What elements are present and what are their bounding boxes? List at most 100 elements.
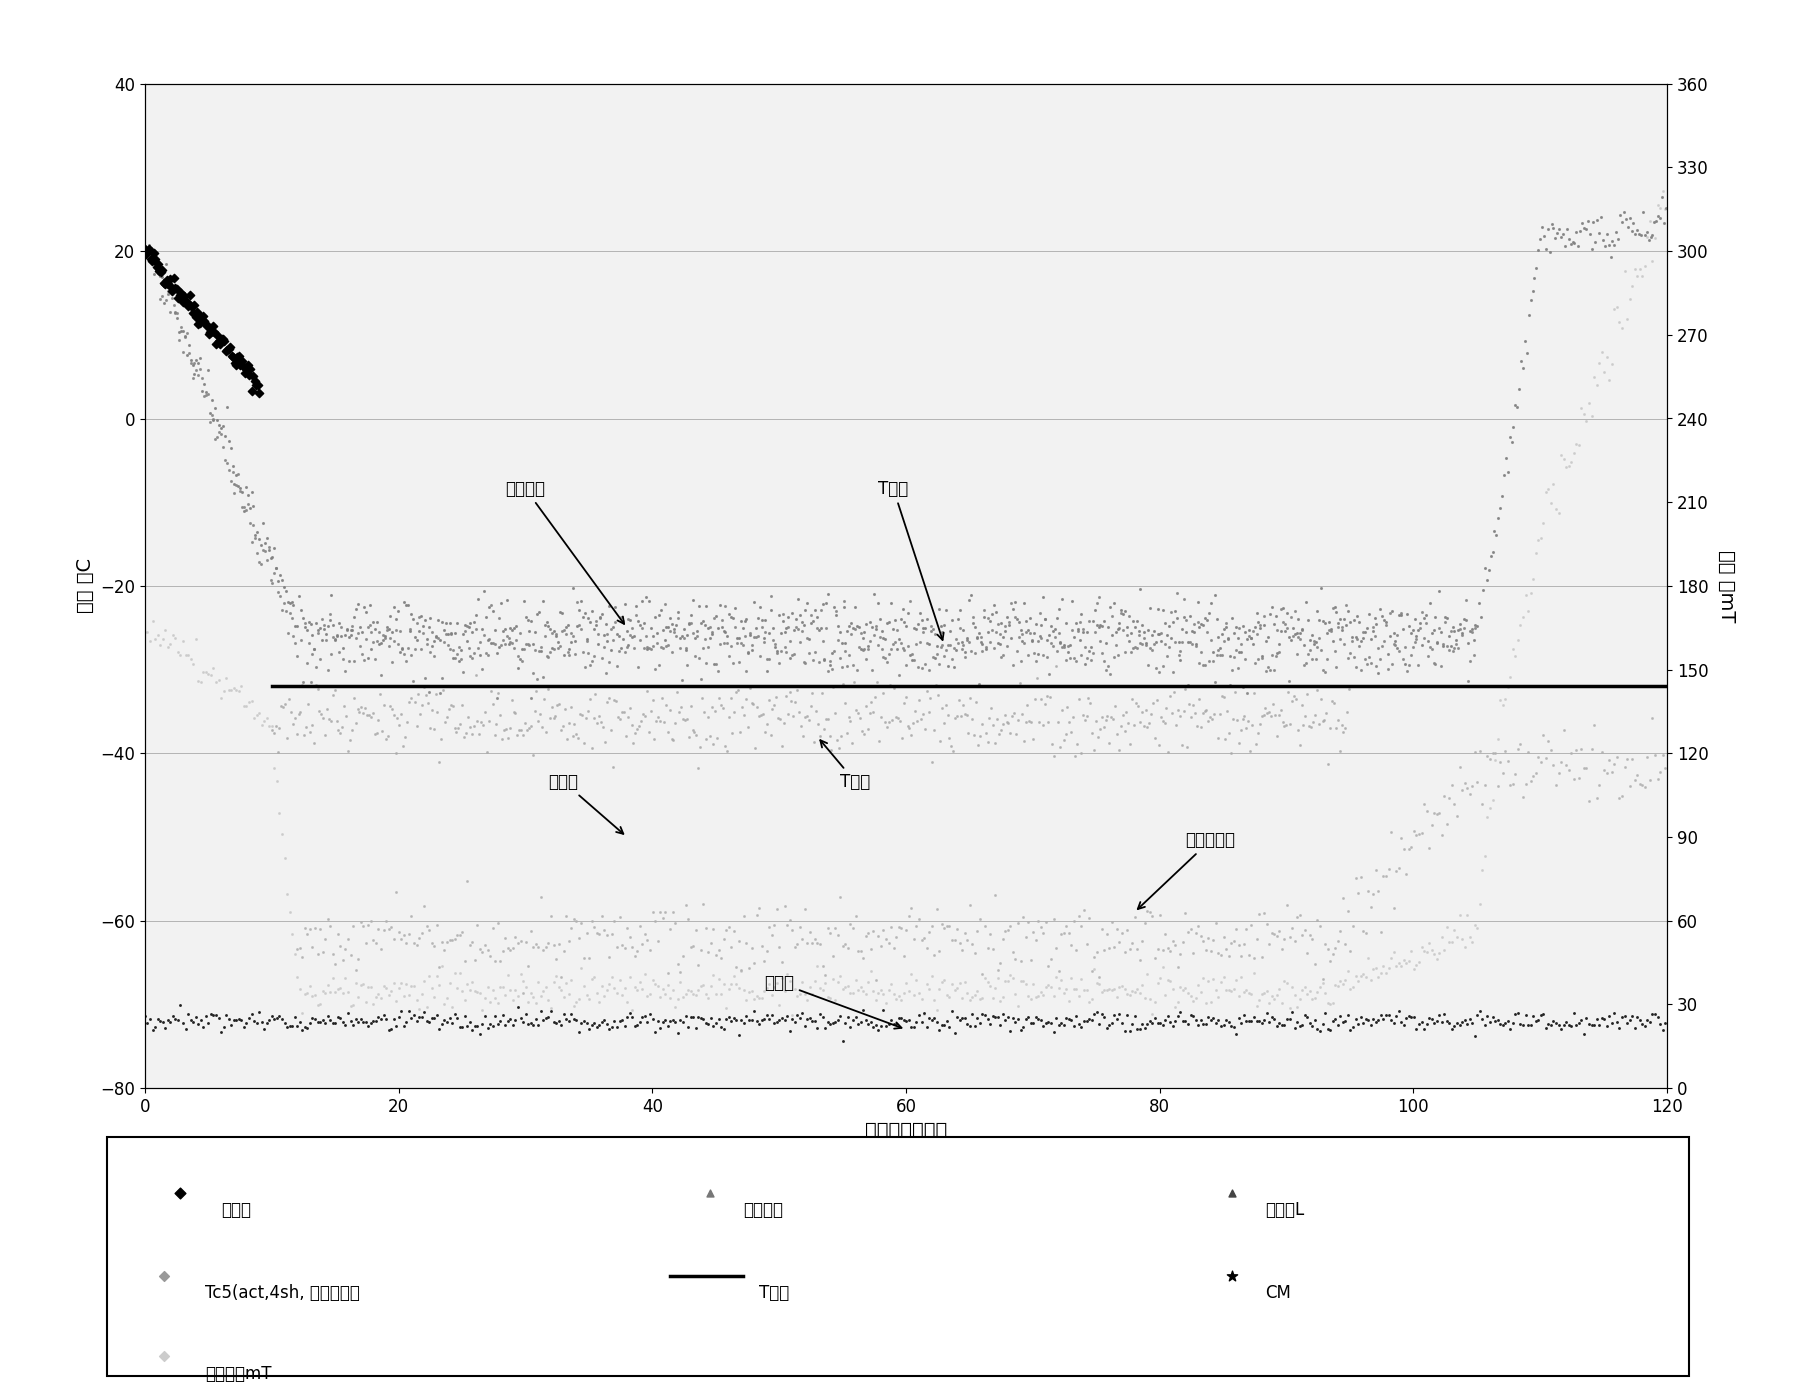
Point xyxy=(467,657,496,679)
Point xyxy=(1549,448,1578,470)
Point xyxy=(585,704,614,727)
Point xyxy=(678,718,707,741)
Point xyxy=(513,1013,542,1035)
Point xyxy=(632,1010,661,1032)
Point xyxy=(1156,601,1185,624)
Point xyxy=(866,706,895,728)
Point xyxy=(1404,654,1433,677)
Point xyxy=(1044,960,1073,982)
Point xyxy=(486,591,515,614)
Point xyxy=(149,272,178,294)
Point xyxy=(783,933,812,956)
Point xyxy=(540,619,569,642)
Point xyxy=(1459,629,1488,651)
Point xyxy=(415,615,444,638)
Point xyxy=(303,1011,332,1034)
Point xyxy=(467,710,496,732)
Point xyxy=(1026,625,1055,647)
Point xyxy=(821,702,850,724)
Point xyxy=(1459,1011,1488,1034)
Point xyxy=(725,626,754,649)
Point xyxy=(188,1016,217,1038)
Point xyxy=(971,638,1000,660)
Point xyxy=(616,610,645,632)
Point xyxy=(872,928,901,950)
Point xyxy=(859,979,888,1002)
Point xyxy=(562,1009,591,1031)
Point xyxy=(1547,444,1576,466)
Point xyxy=(1647,186,1676,208)
Point xyxy=(261,716,290,738)
Point xyxy=(545,601,574,624)
Point xyxy=(1480,1010,1509,1032)
Point xyxy=(1180,614,1209,636)
Point xyxy=(1120,617,1149,639)
Point xyxy=(1111,940,1140,963)
Point xyxy=(1290,704,1319,727)
Point xyxy=(422,1004,451,1027)
Point xyxy=(502,628,531,650)
Point xyxy=(172,345,201,367)
Point xyxy=(1129,621,1158,643)
Point xyxy=(823,615,852,638)
Point xyxy=(721,617,750,639)
Point xyxy=(977,619,1006,642)
Point xyxy=(890,639,919,661)
Point xyxy=(699,1016,728,1038)
Point xyxy=(132,1011,161,1034)
Point xyxy=(506,622,535,644)
Point xyxy=(783,618,812,640)
Point xyxy=(1529,1003,1558,1025)
Point xyxy=(145,259,174,282)
Point xyxy=(1167,734,1196,756)
Point xyxy=(627,590,656,612)
Point xyxy=(263,770,292,792)
Point xyxy=(1038,732,1067,755)
Point xyxy=(440,647,469,670)
Point xyxy=(1645,197,1674,219)
Point xyxy=(208,435,237,458)
Point xyxy=(660,618,689,640)
Point xyxy=(823,728,852,751)
Point xyxy=(1267,699,1296,721)
Point xyxy=(848,999,877,1021)
Point xyxy=(1056,635,1085,657)
Point xyxy=(415,681,444,703)
Point xyxy=(1089,939,1118,961)
Point xyxy=(1040,618,1069,640)
Point xyxy=(1221,918,1250,940)
Point xyxy=(875,611,904,633)
Point xyxy=(1631,776,1660,798)
Point xyxy=(1314,1018,1343,1041)
Point xyxy=(237,481,266,504)
Text: 冷凝器: 冷凝器 xyxy=(765,974,902,1028)
Point xyxy=(1216,932,1245,954)
Point xyxy=(1111,720,1140,742)
Point xyxy=(1383,638,1412,660)
Point xyxy=(1473,569,1502,591)
Point xyxy=(371,976,400,999)
Point xyxy=(665,700,694,723)
Point xyxy=(1212,1009,1241,1031)
Point xyxy=(1069,621,1098,643)
Point xyxy=(1325,739,1354,762)
Point xyxy=(478,1014,507,1036)
Point xyxy=(1303,1018,1332,1041)
Point xyxy=(1134,654,1163,677)
Point xyxy=(319,1011,348,1034)
Point xyxy=(609,628,638,650)
Point xyxy=(1200,929,1229,951)
Point xyxy=(1421,605,1450,628)
Point xyxy=(1031,693,1060,716)
Point xyxy=(705,968,734,990)
Point xyxy=(1169,699,1198,721)
Point xyxy=(1020,688,1049,710)
Point xyxy=(303,943,332,965)
Point xyxy=(1263,1016,1292,1038)
Point xyxy=(1076,636,1105,658)
Point xyxy=(1386,1011,1415,1034)
Point xyxy=(1000,1011,1029,1034)
Point xyxy=(1366,647,1395,670)
Point xyxy=(1113,624,1142,646)
Point xyxy=(1627,265,1656,287)
